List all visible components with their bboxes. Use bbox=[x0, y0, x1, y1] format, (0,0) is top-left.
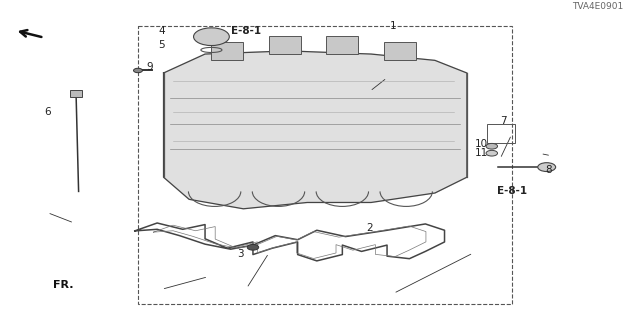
Bar bbox=[487, 124, 515, 143]
Text: FR.: FR. bbox=[53, 280, 74, 290]
Text: 3: 3 bbox=[237, 249, 243, 259]
Circle shape bbox=[134, 68, 143, 73]
Text: E-8-1: E-8-1 bbox=[497, 187, 527, 196]
Text: TVA4E0901: TVA4E0901 bbox=[572, 3, 623, 12]
Circle shape bbox=[193, 28, 229, 45]
Text: 1: 1 bbox=[390, 21, 397, 31]
Bar bbox=[269, 36, 301, 54]
Text: 2: 2 bbox=[367, 223, 373, 233]
Bar bbox=[70, 90, 83, 97]
Bar bbox=[326, 36, 358, 54]
Circle shape bbox=[486, 143, 497, 149]
Text: 10: 10 bbox=[475, 139, 488, 149]
Text: 6: 6 bbox=[44, 108, 51, 117]
Circle shape bbox=[486, 150, 497, 156]
Text: 11: 11 bbox=[475, 148, 488, 157]
Circle shape bbox=[247, 244, 259, 250]
Text: E-8-1: E-8-1 bbox=[232, 26, 262, 36]
Polygon shape bbox=[164, 51, 467, 209]
Bar bbox=[138, 26, 511, 303]
Bar bbox=[384, 42, 416, 60]
Text: 5: 5 bbox=[158, 40, 165, 50]
Text: 4: 4 bbox=[158, 26, 165, 36]
Text: 8: 8 bbox=[545, 165, 552, 175]
Text: 9: 9 bbox=[146, 62, 153, 72]
Bar bbox=[211, 42, 243, 60]
Circle shape bbox=[538, 163, 556, 172]
Text: 7: 7 bbox=[500, 116, 508, 126]
